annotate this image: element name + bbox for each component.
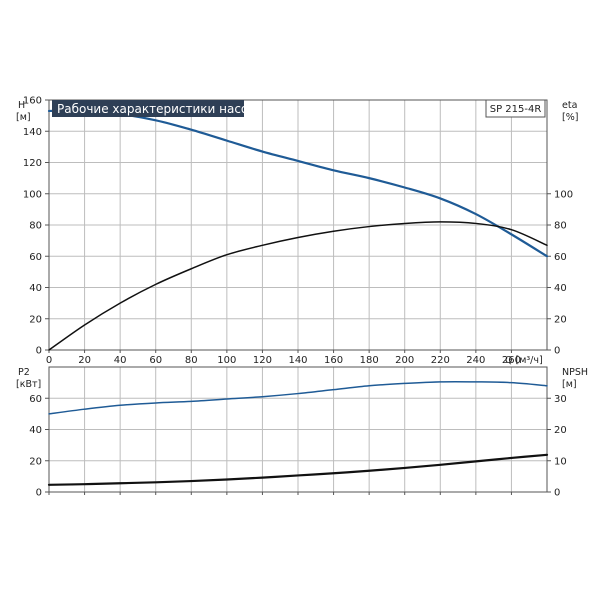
y-axis-title-right: eta (562, 100, 577, 111)
y-tick-label-right: 40 (554, 283, 567, 294)
x-axis-title: Q [м³/ч] (505, 355, 543, 366)
y-tick-label-left: 140 (23, 127, 42, 138)
x-tick-label: 260 (502, 355, 521, 366)
chart-title-box (52, 100, 244, 117)
x-tick-label: 220 (431, 355, 450, 366)
y-tick-label-left: 0 (36, 488, 42, 499)
y-axis-unit-left: [м] (16, 112, 31, 123)
y-tick-label-right: 10 (554, 456, 567, 467)
y-tick-label-left: 20 (29, 314, 42, 325)
x-tick-label: 120 (253, 355, 272, 366)
y-tick-label-left: 160 (23, 96, 42, 107)
y-tick-label-left: 20 (29, 456, 42, 467)
y-tick-label-right: 0 (554, 488, 560, 499)
y-tick-label-right: 80 (554, 221, 567, 232)
y-tick-label-left: 0 (36, 346, 42, 357)
x-tick-label: 20 (78, 355, 91, 366)
x-tick-label: 180 (360, 355, 379, 366)
y-axis-title-left: P2 (18, 367, 30, 378)
y-axis-unit-right: [м] (562, 379, 577, 390)
chart-title: Рабочие характеристики насоса (57, 102, 262, 116)
x-tick-label: 200 (395, 355, 414, 366)
x-tick-label: 0 (46, 355, 52, 366)
x-tick-label: 160 (324, 355, 343, 366)
y-tick-label-right: 60 (554, 252, 567, 263)
y-axis-title-right: NPSH (562, 367, 588, 378)
y-tick-label-left: 60 (29, 252, 42, 263)
y-tick-label-left: 100 (23, 189, 42, 200)
y-tick-label-left: 40 (29, 283, 42, 294)
y-axis-title-left: H (18, 100, 25, 111)
y-tick-label-left: 60 (29, 394, 42, 405)
y-tick-label-right: 20 (554, 425, 567, 436)
series-line-1-0 (48, 380, 548, 415)
x-tick-label: 40 (114, 355, 127, 366)
y-tick-label-right: 20 (554, 314, 567, 325)
x-tick-label: 100 (217, 355, 236, 366)
x-tick-label: 60 (149, 355, 162, 366)
y-tick-label-right: 30 (554, 394, 567, 405)
x-tick-label: 140 (288, 355, 307, 366)
y-tick-label-left: 40 (29, 425, 42, 436)
y-tick-label-right: 0 (554, 346, 560, 357)
y-axis-unit-left: [кВт] (16, 379, 41, 390)
y-axis-unit-right: [%] (562, 112, 578, 123)
y-tick-label-left: 80 (29, 221, 42, 232)
model-label-box (485, 99, 546, 118)
series-line-0-1 (48, 221, 548, 351)
y-tick-label-left: 120 (23, 158, 42, 169)
x-tick-label: 240 (466, 355, 485, 366)
x-tick-label: 80 (185, 355, 198, 366)
y-tick-label-right: 100 (554, 189, 573, 200)
model-label: SP 215-4R (490, 104, 542, 115)
series-line-1-1 (47, 453, 549, 486)
